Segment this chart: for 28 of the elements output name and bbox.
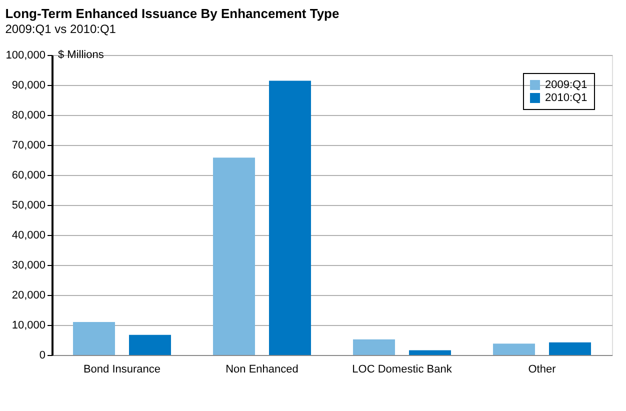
bar	[353, 339, 395, 355]
y-tick-label: 100,000	[6, 50, 46, 62]
bar	[493, 344, 535, 355]
bar	[129, 334, 171, 355]
y-tick-label: 60,000	[12, 170, 46, 182]
bar	[549, 342, 591, 355]
legend-label: 2009:Q1	[545, 79, 588, 91]
x-tick-label: Other	[528, 364, 556, 376]
bar	[73, 322, 115, 355]
y-tick-label: 30,000	[12, 260, 46, 272]
y-tick-label: 0	[39, 350, 46, 362]
x-tick-label: Bond Insurance	[83, 364, 161, 376]
y-tick-label: 50,000	[12, 200, 46, 212]
bar	[269, 80, 311, 355]
y-tick-label: 10,000	[12, 320, 46, 332]
bar	[213, 158, 255, 355]
y-tick-label: 80,000	[12, 110, 46, 122]
chart-subtitle: 2009:Q1 vs 2010:Q1	[5, 22, 116, 36]
legend-label: 2010:Q1	[545, 92, 588, 104]
bar	[409, 350, 451, 355]
y-tick-label: 90,000	[12, 80, 46, 92]
y-tick-label: 20,000	[12, 290, 46, 302]
chart-title: Long-Term Enhanced Issuance By Enhancement Type	[5, 6, 340, 21]
y-tick-label: 70,000	[12, 140, 46, 152]
y-tick-label: 40,000	[12, 230, 46, 242]
x-tick-label: LOC Domestic Bank	[352, 364, 452, 376]
x-tick-label: Non Enhanced	[226, 364, 298, 376]
y-axis-title: $ Millions	[58, 49, 104, 61]
